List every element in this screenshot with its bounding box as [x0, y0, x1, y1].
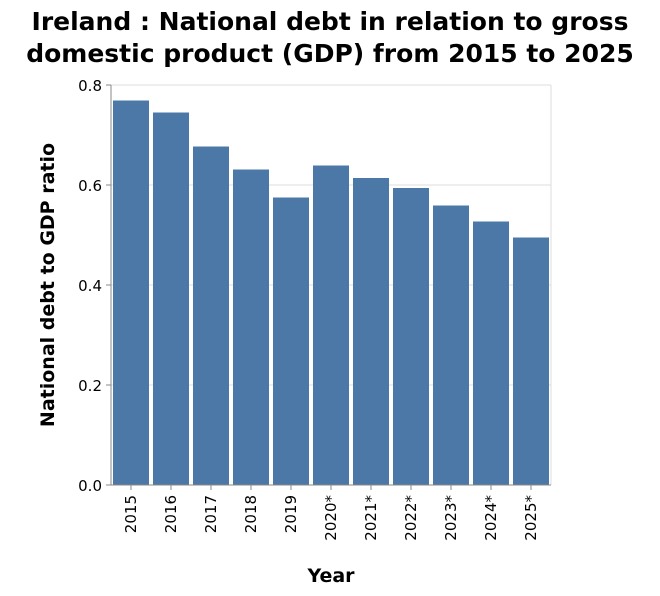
axes: 0.0 0.2 0.4 0.6 0.8 2015 2016 2017 2018 2019 2020*…	[78, 77, 551, 541]
bar-2018	[233, 169, 269, 485]
bar-2025-est	[513, 237, 549, 485]
x-tick-label: 2020*	[322, 495, 340, 541]
y-tick-label: 0.0	[78, 477, 102, 495]
x-tick-label: 2021*	[362, 495, 380, 541]
x-tick-label: 2019	[282, 495, 300, 533]
bar-2022-est	[393, 188, 429, 485]
x-tick-label: 2018	[242, 495, 260, 533]
bars	[113, 100, 549, 485]
chart-title: Ireland : National debt in relation to g…	[0, 6, 660, 70]
bar-2019	[273, 197, 309, 485]
x-tick-label: 2015	[122, 495, 140, 533]
bar-2015	[113, 100, 149, 485]
bar-2023-est	[433, 205, 469, 485]
chart-title-line-1: Ireland : National debt in relation to g…	[31, 7, 629, 36]
bar-2016	[153, 112, 189, 485]
y-tick-label: 0.4	[78, 277, 102, 295]
bar-2020-est	[313, 165, 349, 485]
y-tick-label: 0.6	[78, 177, 102, 195]
x-tick-label: 2016	[162, 495, 180, 533]
bar-2021-est	[353, 178, 389, 485]
bar-2017	[193, 146, 229, 485]
bar-2024-est	[473, 221, 509, 485]
chart-title-line-2: domestic product (GDP) from 2015 to 2025	[26, 39, 634, 68]
x-tick-label: 2024*	[482, 495, 500, 541]
x-axis-label: Year	[306, 565, 355, 587]
y-axis-label: National debt to GDP ratio	[37, 143, 59, 427]
x-tick-label: 2022*	[402, 495, 420, 541]
y-tick-label: 0.8	[78, 77, 102, 95]
x-tick-label: 2017	[202, 495, 220, 533]
y-tick-label: 0.2	[78, 377, 102, 395]
x-tick-label: 2025*	[522, 495, 540, 541]
x-tick-label: 2023*	[442, 495, 460, 541]
